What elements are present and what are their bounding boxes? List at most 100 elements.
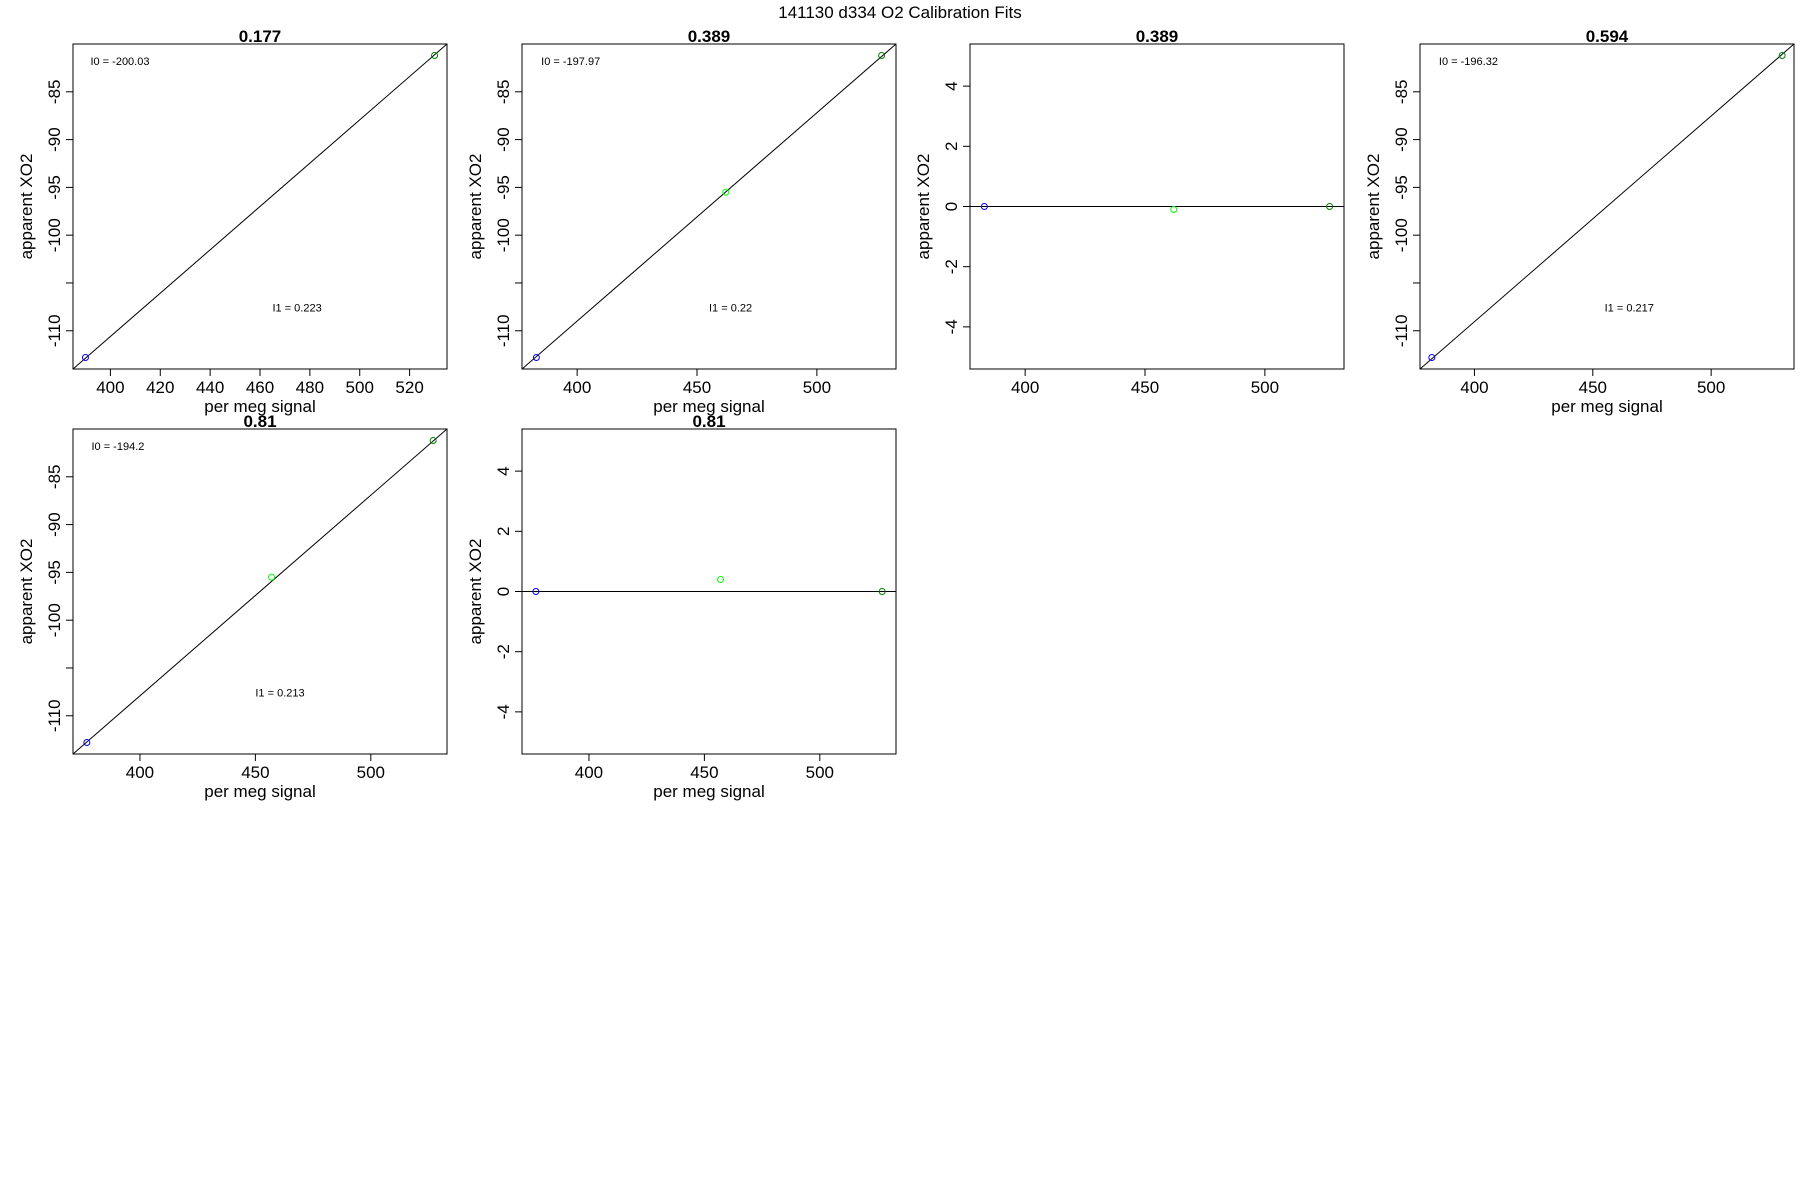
x-tick-label: 450 xyxy=(690,763,718,782)
y-tick-label: -110 xyxy=(45,699,64,732)
y-tick-label: -4 xyxy=(942,319,961,334)
y-axis-label: apparent XO2 xyxy=(466,539,485,645)
y-tick-label: 4 xyxy=(942,81,961,90)
y-tick-label: 0 xyxy=(942,202,961,211)
data-point xyxy=(431,51,439,59)
x-tick-label: 450 xyxy=(241,763,269,782)
y-axis-label: apparent XO2 xyxy=(17,539,36,645)
data-point xyxy=(83,739,91,747)
x-tick-label: 450 xyxy=(1579,378,1607,397)
y-tick-label: -90 xyxy=(1392,127,1411,152)
x-tick-label: 400 xyxy=(575,763,603,782)
data-point xyxy=(717,575,725,583)
x-tick-label: 450 xyxy=(683,378,711,397)
y-tick-label: -2 xyxy=(942,259,961,274)
fit-line xyxy=(522,44,896,369)
data-point xyxy=(878,51,886,59)
slope-annotation: I1 = 0.213 xyxy=(255,688,304,700)
x-tick-label: 500 xyxy=(357,763,385,782)
y-axis-label: apparent XO2 xyxy=(466,154,485,260)
y-tick-label: -85 xyxy=(1392,80,1411,105)
chart-panel-2: 0.389 400 450 500 -85 -90 -95 -100 -110 apparent … xyxy=(466,27,897,416)
chart-panel-3: 0.389 400 450 500 4 2 0 -2 -4 apparent XO2 xyxy=(914,27,1345,397)
x-tick-label: 500 xyxy=(806,763,834,782)
y-tick-label: -100 xyxy=(45,218,64,252)
y-tick-label: -85 xyxy=(45,465,64,490)
plot-frame xyxy=(72,428,448,755)
x-axis-label: per meg signal xyxy=(653,397,765,416)
x-axis-label: per meg signal xyxy=(204,397,316,416)
y-tick-label: -95 xyxy=(1392,175,1411,200)
data-point xyxy=(532,354,540,362)
x-tick-label: 400 xyxy=(96,378,124,397)
data-point xyxy=(1778,51,1786,59)
y-tick-label: -85 xyxy=(494,80,513,105)
y-tick-label: -4 xyxy=(494,704,513,719)
data-point xyxy=(268,573,276,581)
chart-panel-1: 0.177 400 420 440 460 480 500 520 -85 -90 -95 -100 -… xyxy=(17,27,448,416)
y-tick-label: -95 xyxy=(494,175,513,200)
y-tick-label: -100 xyxy=(494,218,513,252)
y-tick-label: 2 xyxy=(494,527,513,536)
x-tick-label: 450 xyxy=(1131,378,1159,397)
x-tick-label: 500 xyxy=(1697,378,1725,397)
y-tick-label: -100 xyxy=(1392,218,1411,252)
y-tick-label: -110 xyxy=(1392,314,1411,347)
intercept-annotation: I0 = -194.2 xyxy=(91,441,144,453)
x-axis-label: per meg signal xyxy=(204,782,316,801)
y-tick-label: 2 xyxy=(942,142,961,151)
y-tick-label: -95 xyxy=(45,175,64,200)
data-point xyxy=(980,203,988,210)
x-tick-label: 400 xyxy=(1011,378,1039,397)
x-tick-label: 460 xyxy=(246,378,274,397)
x-axis-label: per meg signal xyxy=(1551,397,1663,416)
fit-line xyxy=(73,44,447,369)
slope-annotation: I1 = 0.22 xyxy=(709,303,752,315)
x-tick-label: 520 xyxy=(395,378,423,397)
y-tick-label: -2 xyxy=(494,644,513,659)
fit-line xyxy=(1420,44,1794,369)
x-tick-label: 500 xyxy=(346,378,374,397)
x-tick-label: 400 xyxy=(563,378,591,397)
x-tick-label: 400 xyxy=(1460,378,1488,397)
x-axis-label: per meg signal xyxy=(653,782,765,801)
y-axis-label: apparent XO2 xyxy=(914,154,933,260)
data-point xyxy=(429,436,437,444)
plot-frame xyxy=(1419,43,1795,370)
y-tick-label: -85 xyxy=(45,80,64,105)
intercept-annotation: I0 = -197.97 xyxy=(541,56,600,68)
fit-line xyxy=(73,429,447,754)
x-tick-label: 420 xyxy=(146,378,174,397)
panel-title: 0.177 xyxy=(239,27,282,46)
panel-title: 0.81 xyxy=(692,412,725,431)
data-point xyxy=(878,588,886,595)
data-point xyxy=(81,354,89,362)
y-tick-label: -95 xyxy=(45,560,64,585)
y-tick-label: 0 xyxy=(494,587,513,596)
y-tick-label: 4 xyxy=(494,466,513,475)
y-tick-label: -90 xyxy=(45,127,64,152)
chart-panel-4: 0.594 400 450 500 -85 -90 -95 -100 -110 apparent … xyxy=(1364,27,1795,416)
intercept-annotation: I0 = -200.03 xyxy=(90,56,149,68)
data-point xyxy=(532,588,540,595)
x-tick-label: 500 xyxy=(803,378,831,397)
intercept-annotation: I0 = -196.32 xyxy=(1439,56,1498,68)
slope-annotation: I1 = 0.217 xyxy=(1605,303,1654,315)
data-point xyxy=(1170,206,1178,214)
data-point xyxy=(722,188,730,196)
x-tick-label: 500 xyxy=(1251,378,1279,397)
data-point xyxy=(1326,203,1334,210)
y-tick-label: -90 xyxy=(494,127,513,152)
y-tick-label: -90 xyxy=(45,512,64,537)
plot-frame xyxy=(521,43,897,370)
y-tick-label: -110 xyxy=(494,314,513,347)
data-point xyxy=(1428,354,1436,362)
y-tick-label: -100 xyxy=(45,603,64,637)
x-tick-label: 440 xyxy=(196,378,224,397)
chart-panel-6: 0.81 400 450 500 4 2 0 -2 -4 apparent XO2 per meg … xyxy=(466,412,897,801)
chart-panel-5: 0.81 400 450 500 -85 -90 -95 -100 -110 apparent X… xyxy=(17,412,448,801)
y-axis-label: apparent XO2 xyxy=(1364,154,1383,260)
x-tick-label: 400 xyxy=(126,763,154,782)
